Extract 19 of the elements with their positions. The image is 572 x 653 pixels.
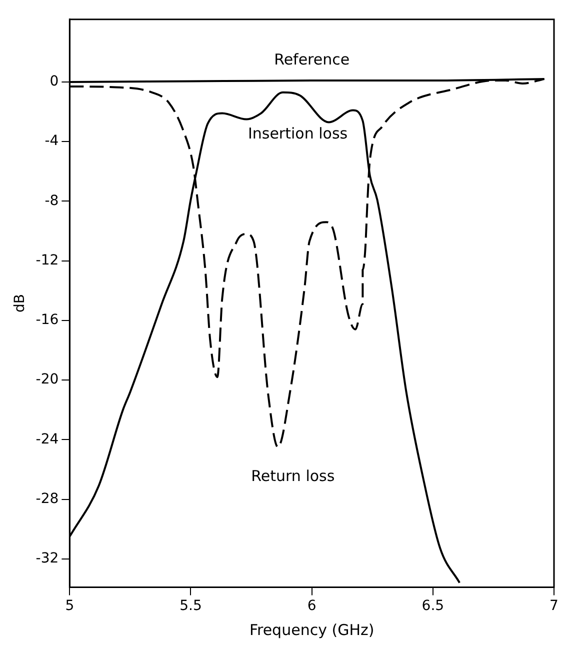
y-tick-label: -16 [36, 312, 59, 328]
y-tick-label: 0 [50, 74, 59, 90]
x-tick-label: 5.5 [180, 598, 202, 614]
y-tick-label: -20 [36, 372, 59, 388]
y-tick-label: -32 [36, 550, 59, 567]
x-tick-label: 7 [550, 598, 558, 614]
y-tick-label: -24 [36, 431, 59, 448]
y-tick-label: -28 [36, 490, 59, 507]
x-tick-label: 6 [307, 598, 316, 614]
text: Return loss [251, 467, 335, 486]
y-tick-label: -8 [44, 192, 59, 209]
x-tick-label: 6.5 [422, 598, 444, 614]
x-tick-label: 5 [65, 598, 74, 614]
y-axis-title: dB [12, 294, 28, 313]
series-label: Reference [274, 50, 350, 68]
y-tick-label: -4 [44, 133, 59, 150]
y-tick-label: -12 [36, 252, 59, 268]
series-label: Insertion loss [248, 124, 348, 142]
x-axis-title: Frequency (GHz) [249, 620, 374, 639]
